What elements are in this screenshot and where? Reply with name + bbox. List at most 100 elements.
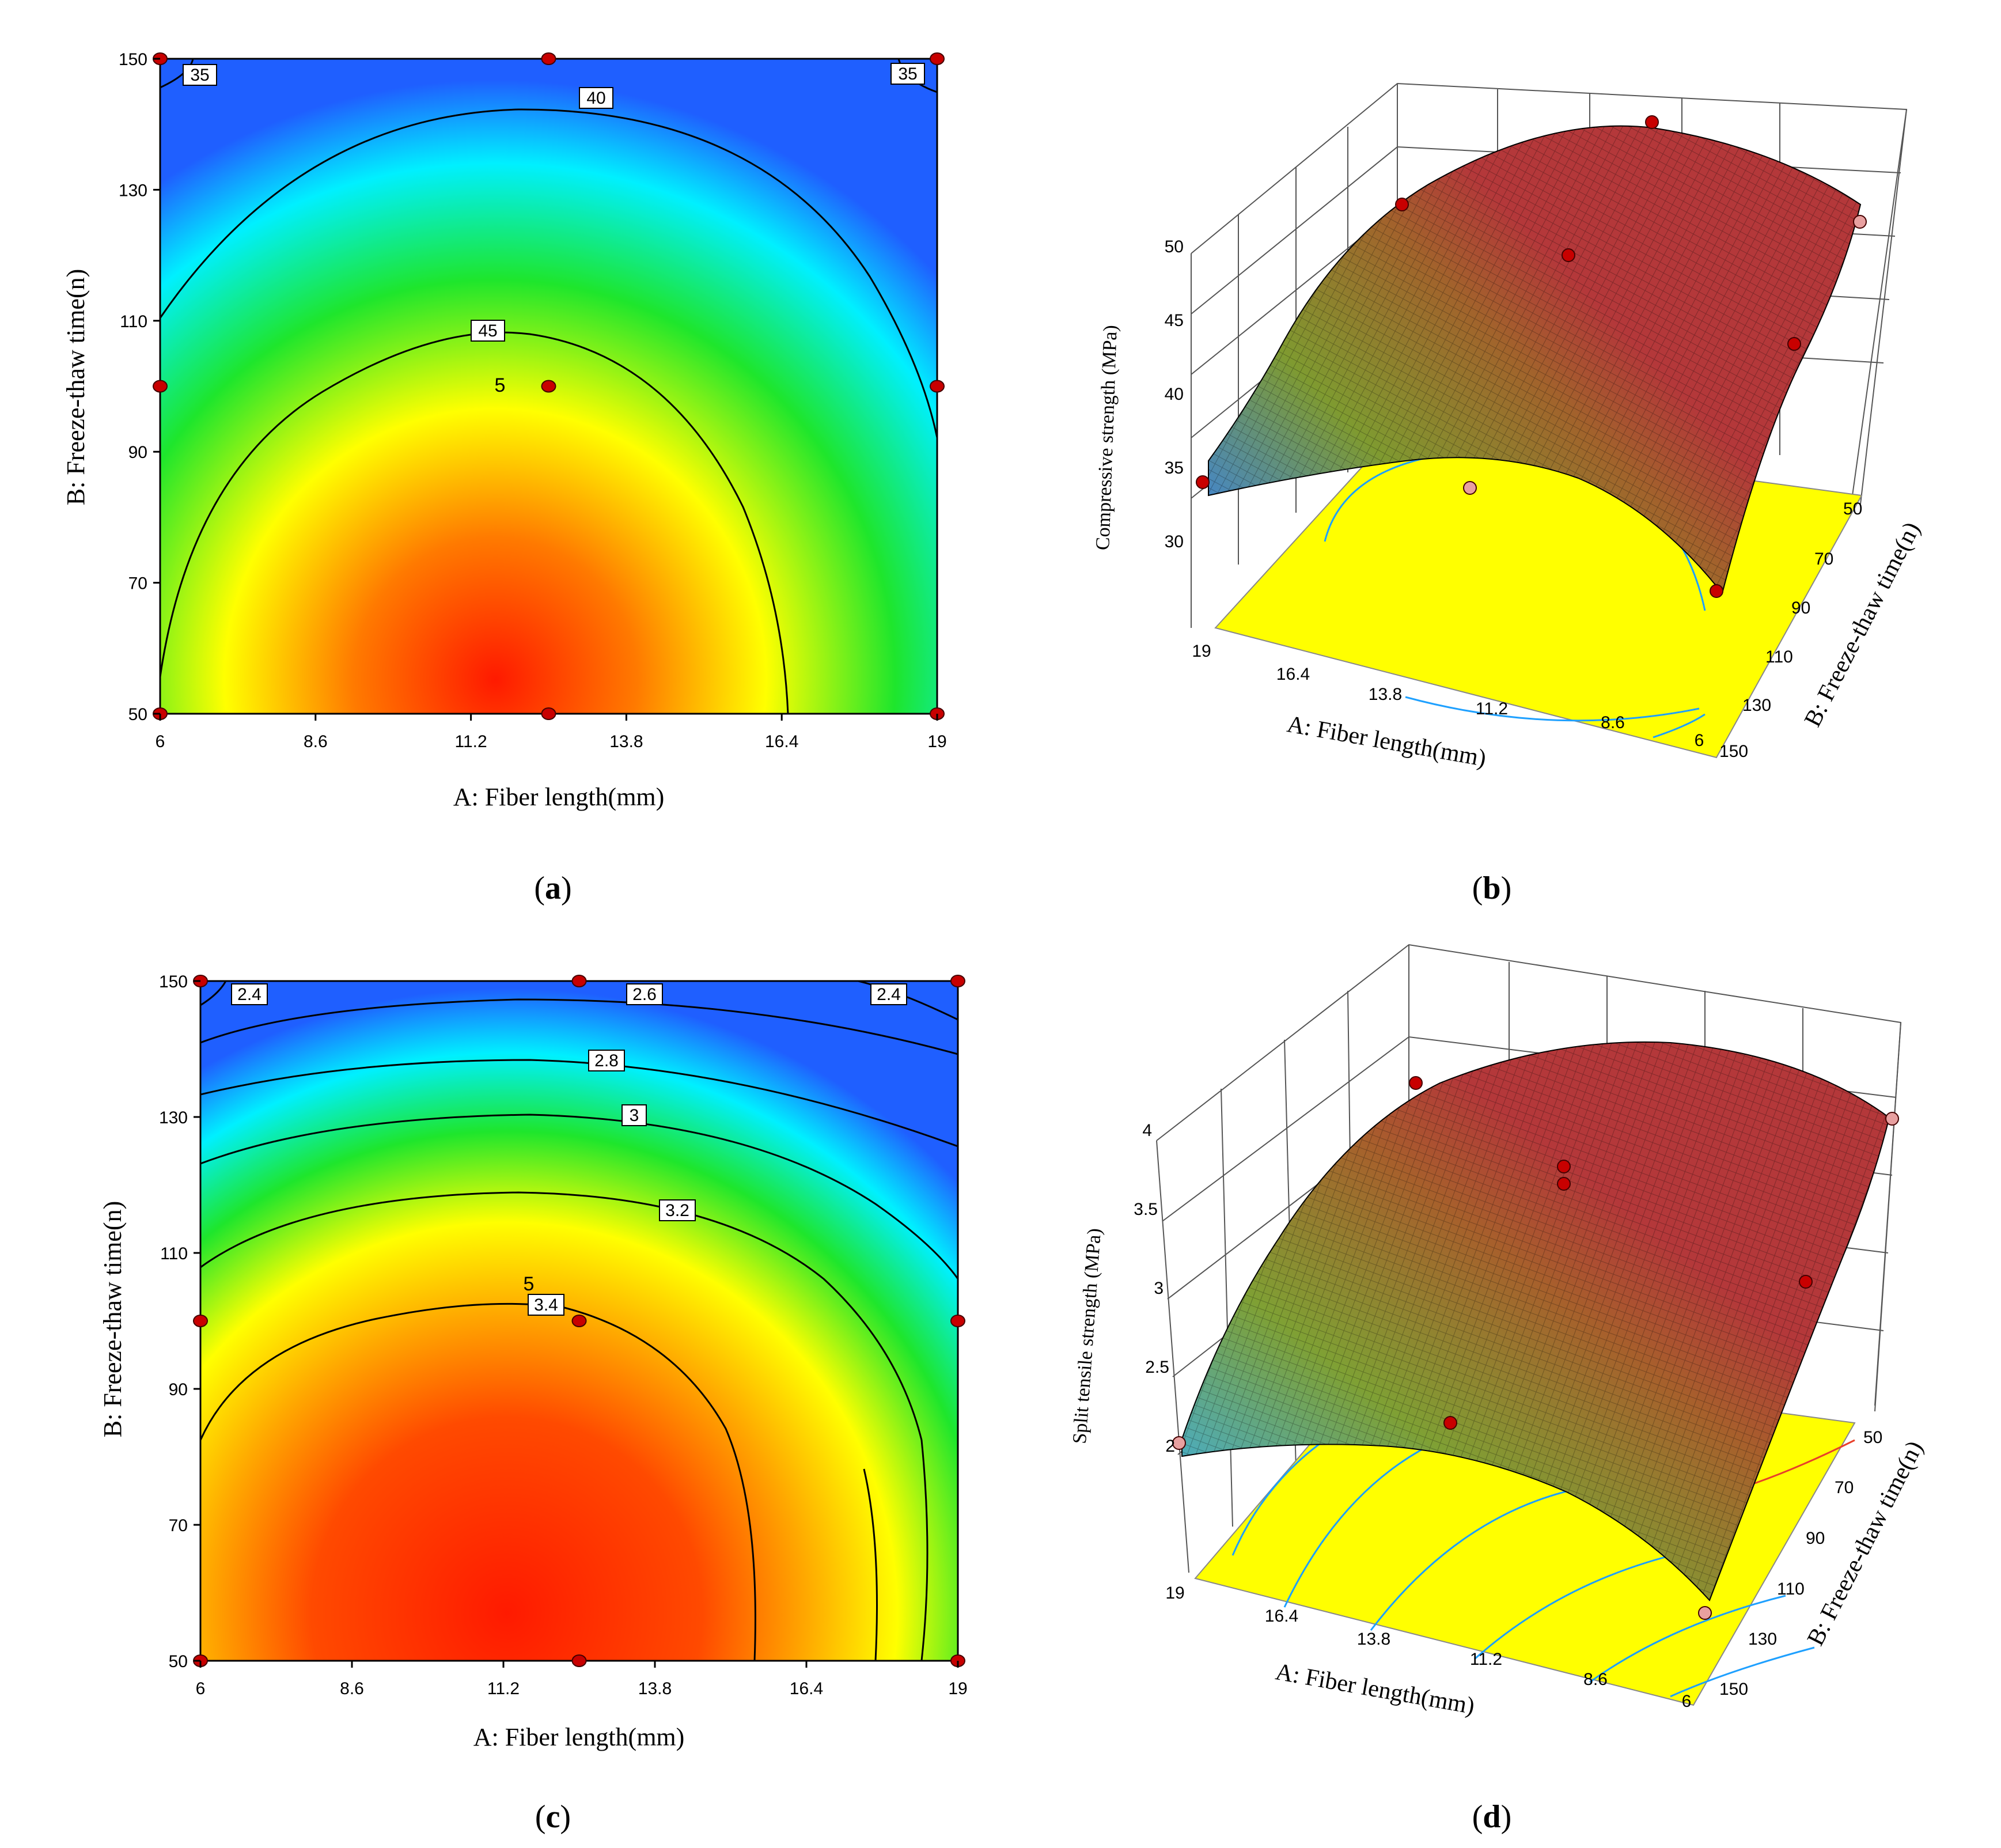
panel-c-design-point — [571, 975, 587, 987]
panel-b: 30 35 40 45 50 19 16.4 13.8 11.2 8.6 6 5… — [1092, 82, 1926, 906]
panel-c-design-point — [950, 975, 965, 987]
panel-c-contour-label: 2.4 — [237, 985, 262, 1004]
panel-d-xtick: 8.6 — [1583, 1670, 1608, 1689]
panel-c-contour-2.8 — [200, 1059, 958, 1148]
panel-a-contour-45 — [160, 331, 789, 714]
panel-b-xtick: 8.6 — [1601, 713, 1625, 732]
panel-b-point — [1463, 481, 1477, 495]
panel-c-design-point — [950, 1315, 965, 1327]
panel-c-contour-label-box — [231, 983, 268, 1005]
panel-d-ztick: 4 — [1142, 1121, 1152, 1140]
panel-a-design-point — [541, 707, 556, 720]
panel-b-ytick: 50 — [1843, 499, 1862, 518]
panel-a-contour-label: 45 — [478, 321, 497, 340]
panel-a-design-point — [541, 52, 556, 65]
panel-b-ztick: 30 — [1165, 532, 1184, 551]
panel-a-ytick-label: 90 — [128, 443, 147, 462]
panel-a-contour-label: 35 — [190, 66, 209, 85]
panel-a-ylabel: B: Freeze-thaw time(n) — [62, 269, 90, 506]
panel-d-ytick: 70 — [1835, 1478, 1854, 1497]
panel-c-design-point — [193, 1315, 208, 1327]
panel-a-design-point — [930, 380, 945, 393]
panel-c-contour-3.4-outer — [863, 1468, 878, 1661]
panel-a-contour-label: 35 — [898, 65, 917, 84]
panel-c-contour-label-box — [588, 1050, 625, 1071]
panel-b-surface-mesh — [1208, 126, 1860, 593]
panel-c: 2.4 2.6 2.4 2.8 3 3.2 3.4 5 6 8.6 11.2 13.8… — [98, 972, 968, 1835]
panel-a-ytick-label: 70 — [128, 574, 147, 593]
panel-a-ytick-label: 150 — [119, 50, 147, 69]
panel-b-ytick: 90 — [1791, 599, 1810, 618]
panel-a-design-point — [930, 52, 945, 65]
panel-b-xlabel: A: Fiber length(mm) — [1285, 711, 1488, 772]
panel-c-design-point — [571, 1654, 587, 1667]
panel-b-ztick: 45 — [1165, 311, 1184, 330]
panel-d-point — [1409, 1076, 1423, 1090]
panel-b-ytick: 110 — [1765, 647, 1793, 667]
panel-c-xlabel: A: Fiber length(mm) — [473, 1723, 685, 1751]
panel-d-point — [1885, 1112, 1899, 1126]
panel-c-contour-label-box — [621, 1104, 647, 1126]
panel-c-contour-label: 2.8 — [594, 1051, 619, 1070]
panel-a-ytick-label: 50 — [128, 705, 147, 724]
panel-c-contour-label-box — [659, 1199, 696, 1221]
panel-a: 35 35 40 45 5 6 8.6 11.2 13.8 16.4 19 50 70 90 11… — [62, 50, 947, 906]
panel-d-ytick: 90 — [1806, 1529, 1825, 1548]
panel-d-xtick: 6 — [1682, 1692, 1692, 1711]
panel-a-letter: (a) — [534, 870, 571, 906]
panel-c-contour-label-box — [528, 1294, 564, 1316]
panel-c-contour-3.4 — [200, 1302, 756, 1661]
panel-d-ticks: 2 2.5 3 3.5 4 19 16.4 13.8 11.2 8.6 6 50… — [1134, 1121, 1882, 1711]
panel-b-point — [1395, 198, 1409, 211]
panel-d-ztick: 2.5 — [1145, 1358, 1169, 1377]
panel-c-contour-2.6 — [200, 998, 958, 1055]
panel-d-ztick: 2 — [1165, 1437, 1175, 1456]
panel-b-xtick: 13.8 — [1369, 685, 1402, 704]
panel-a-contour-40 — [160, 108, 937, 438]
panel-a-xtick-label: 11.2 — [455, 732, 487, 751]
panel-d-ztick: 3 — [1154, 1279, 1164, 1298]
panel-c-xtick-label: 13.8 — [638, 1679, 672, 1698]
panel-d-zlabel: Split tensile strength (MPa) — [1069, 1228, 1105, 1445]
panel-a-ytick-label: 130 — [119, 181, 147, 200]
panel-b-xtick: 11.2 — [1476, 699, 1508, 718]
panel-c-ytick-label: 130 — [159, 1108, 188, 1127]
panel-c-xtick-label: 19 — [948, 1679, 967, 1698]
panel-a-design-points — [153, 52, 945, 720]
panel-b-ztick: 50 — [1165, 237, 1184, 256]
panel-d-base-contour — [1231, 1427, 1815, 1698]
panel-c-ticks: 6 8.6 11.2 13.8 16.4 19 50 70 90 110 130 150 — [159, 972, 968, 1698]
panel-d-point — [1698, 1606, 1712, 1620]
panel-a-center-label: 5 — [495, 374, 506, 396]
panel-d: 2 2.5 3 3.5 4 19 16.4 13.8 11.2 8.6 6 50… — [1069, 944, 1928, 1835]
panel-c-center-label: 5 — [524, 1273, 535, 1295]
panel-a-design-point — [541, 380, 556, 393]
panel-b-zlabel: Compressive strength (MPa) — [1092, 325, 1121, 551]
panel-a-contour-label-box — [579, 87, 613, 109]
panel-d-ytick: 150 — [1719, 1680, 1748, 1699]
panel-b-ytick: 130 — [1742, 696, 1771, 715]
panel-c-contour-3 — [200, 1114, 958, 1279]
panel-c-ytick-label: 70 — [169, 1516, 188, 1535]
panel-d-design-points — [1172, 1076, 1899, 1620]
panel-a-ticks: 6 8.6 11.2 13.8 16.4 19 50 70 90 110 130 150 — [119, 50, 947, 751]
panel-c-contour-label-box — [626, 983, 663, 1005]
panel-c-xtick-label: 16.4 — [790, 1679, 823, 1698]
panel-c-xtick-label: 8.6 — [340, 1679, 364, 1698]
panel-c-design-points — [193, 975, 965, 1667]
panel-a-contour-label: 40 — [586, 89, 605, 108]
panel-a-xtick-label: 8.6 — [304, 732, 328, 751]
panel-b-letter: (b) — [1472, 870, 1511, 906]
panel-d-ytick: 50 — [1863, 1428, 1882, 1447]
panel-c-xtick-label: 6 — [196, 1679, 206, 1698]
panel-a-xtick-label: 16.4 — [765, 732, 798, 751]
panel-a-design-point — [153, 380, 168, 393]
panel-b-point — [1710, 584, 1723, 598]
panel-c-ytick-label: 150 — [159, 972, 188, 991]
panel-a-contour-label-box — [890, 63, 925, 85]
panel-d-ztick: 3.5 — [1134, 1200, 1158, 1219]
panel-d-ytick: 110 — [1777, 1580, 1805, 1599]
panel-d-xtick: 19 — [1165, 1584, 1184, 1603]
